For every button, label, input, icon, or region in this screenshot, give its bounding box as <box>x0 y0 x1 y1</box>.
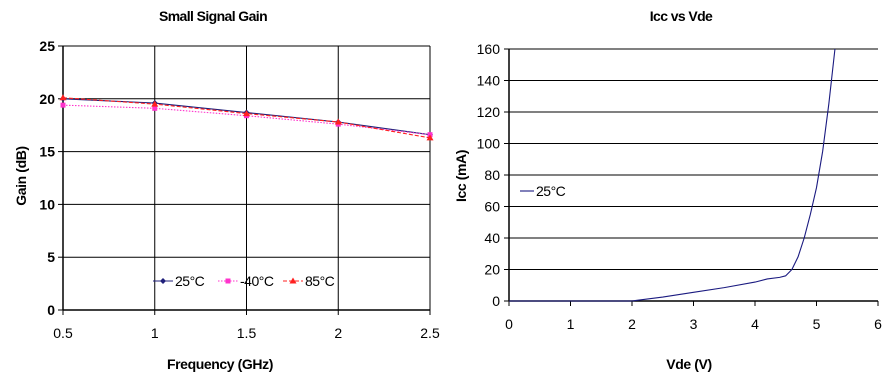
gain-series-2-point <box>334 118 342 125</box>
icc-x-tick-label: 6 <box>874 316 882 332</box>
gain-y-tick-label: 0 <box>47 302 55 318</box>
icc-x-tick-label: 3 <box>690 316 698 332</box>
gain-chart-title: Small Signal Gain <box>159 8 267 24</box>
icc-y-tick-label: 120 <box>477 104 501 120</box>
icc-chart-title: Icc vs Vde <box>650 8 713 24</box>
gain-legend-marker-2 <box>289 277 297 284</box>
gain-series-2-point <box>59 94 67 101</box>
gain-x-tick-label: 0.5 <box>53 325 73 341</box>
gain-axes <box>58 45 431 315</box>
gain-legend: 25°C -40°C 85°C <box>153 273 335 289</box>
icc-axes <box>504 48 879 306</box>
gain-series-1-point <box>152 105 158 111</box>
gain-chart: Small Signal Gain Frequency (GHz) Gain (… <box>13 8 440 372</box>
gain-y-tick-label: 5 <box>47 249 55 265</box>
icc-y-axis-title: Icc (mA) <box>453 150 469 202</box>
gain-legend-marker-1 <box>225 278 231 284</box>
icc-tick-labels: 0 20 40 60 80 100 120 140 160 0 1 2 3 4 5 6 <box>477 41 882 332</box>
icc-x-tick-label: 1 <box>567 316 575 332</box>
icc-chart: Icc vs Vde Vde (V) Icc (mA) 020406080100… <box>453 8 882 372</box>
icc-y-tick-label: 0 <box>492 293 500 309</box>
icc-gridlines <box>509 48 878 302</box>
gain-x-axis-title: Frequency (GHz) <box>167 356 273 372</box>
icc-legend: 25°C <box>520 183 566 199</box>
icc-x-tick-label: 2 <box>628 316 636 332</box>
gain-series-group <box>59 94 434 141</box>
icc-y-tick-label: 40 <box>484 230 500 246</box>
gain-legend-marker-0 <box>160 278 166 284</box>
icc-x-tick-label: 5 <box>813 316 821 332</box>
gain-legend-label-1: -40°C <box>240 273 274 289</box>
gain-y-tick-label: 20 <box>39 91 55 107</box>
gain-legend-label-0: 25°C <box>175 273 205 289</box>
icc-x-tick-label: 4 <box>751 316 759 332</box>
icc-y-tick-label: 60 <box>484 199 500 215</box>
gain-x-tick-label: 2.5 <box>420 325 440 341</box>
icc-x-tick-label: 0 <box>505 316 513 332</box>
gain-series-1-point <box>60 102 66 108</box>
gain-y-axis-title: Gain (dB) <box>13 146 29 205</box>
gain-x-tick-label: 1.5 <box>237 325 257 341</box>
icc-y-tick-label: 80 <box>484 167 500 183</box>
icc-y-tick-label: 140 <box>477 73 501 89</box>
gain-y-tick-label: 10 <box>39 196 55 212</box>
icc-x-axis-title: Vde (V) <box>666 356 711 372</box>
icc-legend-label-0: 25°C <box>536 183 566 199</box>
gain-series-2-point <box>151 100 159 107</box>
gain-y-tick-label: 25 <box>39 38 55 54</box>
gain-gridlines <box>62 45 431 311</box>
icc-y-tick-label: 20 <box>484 262 500 278</box>
gain-series-line-2 <box>62 97 431 139</box>
gain-x-tick-label: 1 <box>151 325 159 341</box>
gain-tick-labels: 0 5 10 15 20 25 0.5 1 1.5 2 2.5 <box>39 38 440 341</box>
gain-legend-label-2: 85°C <box>305 273 335 289</box>
icc-series-group <box>509 48 836 302</box>
icc-y-tick-label: 160 <box>477 41 501 57</box>
gain-y-tick-label: 15 <box>39 144 55 160</box>
icc-series-line-0 <box>509 48 836 302</box>
icc-y-tick-label: 100 <box>477 136 501 152</box>
gain-series-2-point <box>243 110 250 117</box>
gain-x-tick-label: 2 <box>334 325 342 341</box>
gain-series-2-point <box>426 134 434 141</box>
